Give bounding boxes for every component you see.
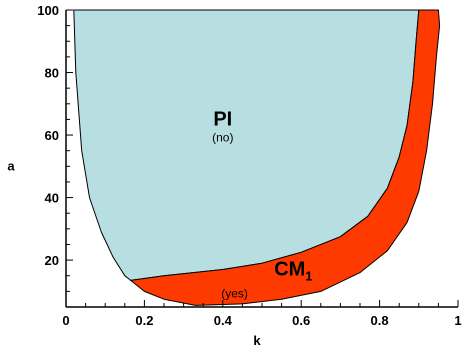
x-axis-label: k bbox=[253, 333, 261, 348]
y-axis-label: a bbox=[7, 158, 15, 173]
x-tick-label: 0.6 bbox=[292, 313, 310, 328]
y-tick-label: 80 bbox=[45, 66, 59, 81]
region-sublabel-pi: (no) bbox=[212, 130, 233, 144]
labels: k a bbox=[7, 158, 261, 348]
y-tick-label: 60 bbox=[45, 128, 59, 143]
x-tick-label: 0.4 bbox=[214, 313, 233, 328]
x-tick-label: 1 bbox=[454, 313, 461, 328]
x-tick-label: 0.2 bbox=[135, 313, 153, 328]
x-tick-label: 0.8 bbox=[371, 313, 389, 328]
y-tick-label: 100 bbox=[37, 3, 59, 18]
region-label-pi: PI bbox=[213, 109, 232, 131]
ticks: 0 0.2 0.4 0.6 0.8 1 20 40 60 80 100 bbox=[37, 3, 461, 328]
region-sublabel-cm: (yes) bbox=[221, 287, 248, 301]
y-tick-label: 20 bbox=[45, 253, 59, 268]
region-cm bbox=[130, 9, 441, 306]
y-tick-label: 40 bbox=[45, 191, 59, 206]
regions: PI(no)CM1(yes) bbox=[73, 9, 441, 306]
x-tick-label: 0 bbox=[62, 313, 69, 328]
